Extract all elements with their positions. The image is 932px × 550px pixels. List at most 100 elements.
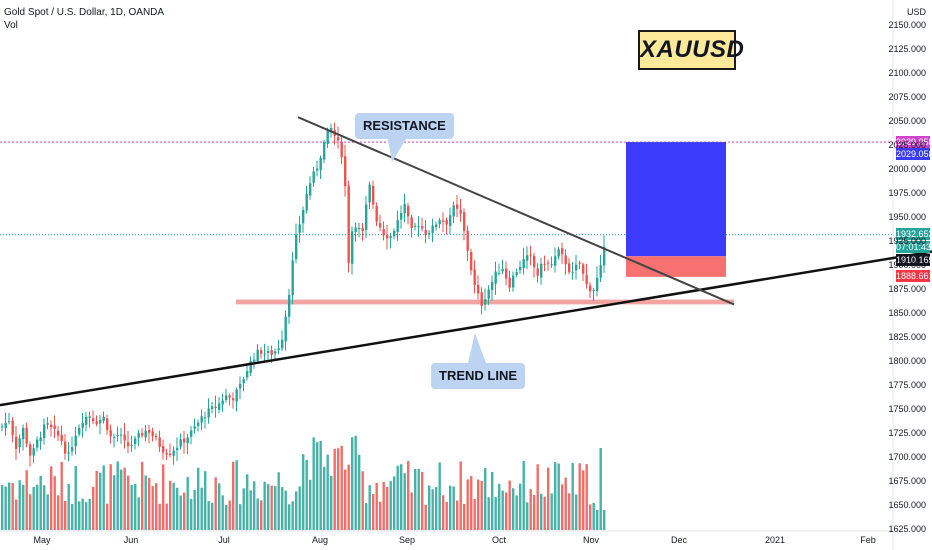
candle: [354, 227, 357, 233]
candle: [74, 435, 77, 447]
volume-bar: [498, 483, 501, 530]
volume-bar: [162, 464, 165, 530]
candle: [582, 264, 585, 274]
volume-bar: [424, 504, 427, 530]
candle: [568, 263, 571, 273]
candle: [512, 275, 515, 288]
volume-bar: [540, 493, 543, 530]
volume-bar: [333, 448, 336, 530]
candle: [169, 453, 172, 456]
candle: [386, 234, 389, 239]
volume-bar: [547, 467, 550, 530]
candle: [487, 289, 490, 299]
volume-bar: [456, 500, 459, 530]
candle: [281, 339, 284, 349]
candle: [46, 423, 49, 425]
volume-bar: [15, 499, 18, 530]
volume-bar: [151, 486, 154, 530]
target-price-label-box: 2029.058: [896, 148, 932, 160]
volume-bar: [358, 454, 361, 530]
candle: [1, 426, 4, 428]
y-tick-label: 2125.000: [888, 44, 926, 54]
volume-bar: [526, 502, 529, 530]
candle: [4, 422, 7, 429]
candle: [316, 168, 319, 171]
candle: [295, 234, 298, 260]
volume-bar: [501, 490, 504, 530]
volume-bar: [18, 480, 21, 530]
volume-bar: [179, 495, 182, 530]
candle: [232, 398, 235, 401]
volume-bar: [134, 483, 137, 530]
candle: [253, 359, 256, 362]
candle: [155, 435, 158, 438]
y-tick-label: 1875.000: [888, 284, 926, 294]
volume-bar: [473, 498, 476, 530]
candle: [267, 351, 270, 353]
volume-bar: [519, 483, 522, 530]
y-tick-label: 1925.000: [888, 236, 926, 246]
volume-bar: [36, 484, 39, 530]
candle: [78, 427, 81, 435]
y-tick-label: 2000.000: [888, 164, 926, 174]
candle: [417, 226, 420, 228]
candle: [113, 436, 116, 438]
volume-bar: [554, 462, 557, 530]
candle: [109, 430, 112, 437]
volume-bar: [533, 494, 536, 530]
candle: [158, 437, 161, 447]
volume-bar: [116, 461, 119, 530]
candle: [204, 417, 207, 419]
volume-bar: [396, 465, 399, 530]
volume-bar: [312, 437, 315, 530]
candle: [95, 421, 98, 425]
volume-bar: [414, 469, 417, 530]
volume-bar: [449, 485, 452, 530]
candle: [501, 268, 504, 272]
y-tick-label: 2100.000: [888, 68, 926, 78]
candle: [309, 183, 312, 196]
volume-bar: [536, 464, 539, 530]
candle: [284, 316, 287, 342]
volume-bar: [323, 466, 326, 530]
y-tick-label: 1825.000: [888, 332, 926, 342]
candle: [64, 441, 67, 454]
candle: [522, 259, 525, 268]
volume-bar: [60, 461, 63, 530]
volume-bar: [330, 475, 333, 530]
volume-bar: [242, 488, 245, 530]
candle: [305, 193, 308, 211]
resistance-line: [297, 116, 735, 306]
volume-bar: [204, 471, 207, 530]
candle: [470, 252, 473, 271]
candle: [536, 268, 539, 276]
x-tick-label: 2021: [764, 535, 786, 545]
y-tick-label: 1750.000: [888, 404, 926, 414]
x-tick-label: Oct: [491, 535, 507, 545]
volume-bar: [340, 445, 343, 530]
volume-bar: [144, 475, 147, 530]
volume-bar: [372, 494, 375, 530]
candle: [480, 292, 483, 306]
last-price-label: 1932.653: [896, 228, 932, 240]
volume-bar: [361, 471, 364, 530]
candle: [599, 265, 602, 278]
volume-bar: [123, 467, 126, 530]
candle: [564, 255, 567, 265]
volume-bar: [267, 484, 270, 530]
bar-countdown-label: 07:01:43: [896, 241, 932, 253]
candle: [347, 185, 350, 263]
candle: [85, 416, 88, 425]
volume-bar: [232, 461, 235, 530]
volume-bar: [218, 483, 221, 530]
volume-bar: [435, 487, 438, 530]
candle: [57, 430, 60, 436]
volume-bar: [81, 498, 84, 530]
volume-bar: [291, 501, 294, 530]
volume-bar: [508, 480, 511, 530]
candle: [134, 438, 137, 445]
candle: [130, 445, 133, 447]
candle: [92, 418, 95, 422]
x-tick-label: Sep: [398, 535, 416, 545]
